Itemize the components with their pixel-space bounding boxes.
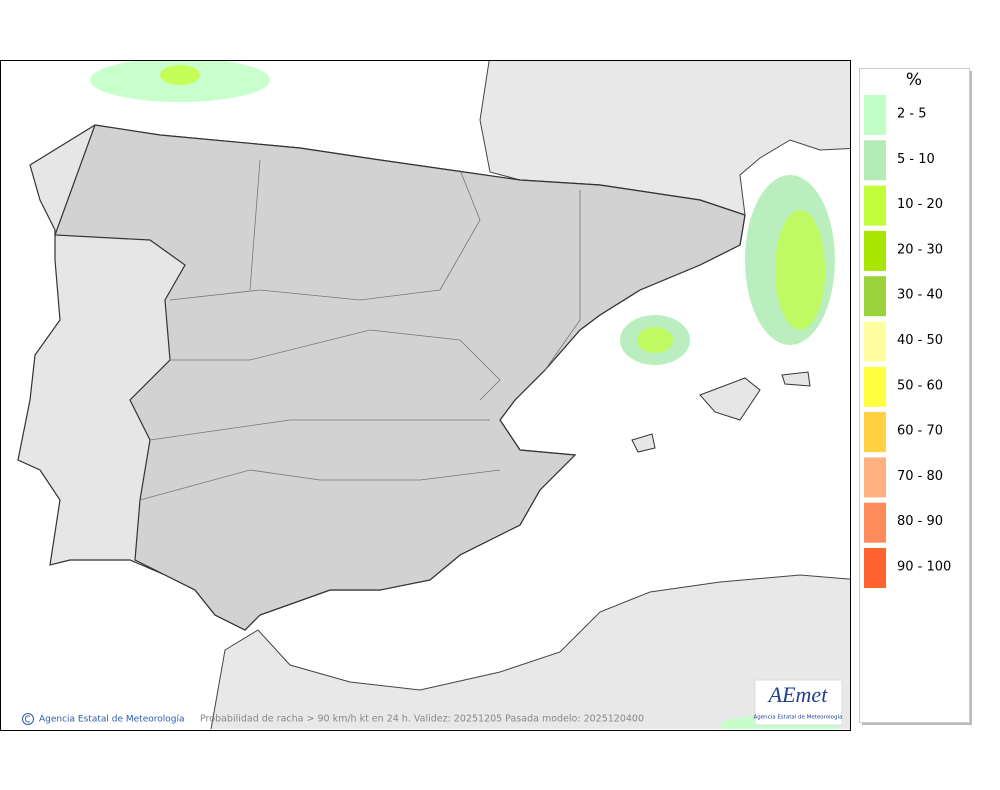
- legend-swatch: [864, 140, 886, 181]
- legend-swatch: [864, 502, 886, 543]
- region-borders: [139, 159, 581, 501]
- logo-brand: AEmet: [767, 682, 829, 707]
- legend-swatch: [864, 548, 886, 588]
- legend-label: 80 - 90: [897, 514, 943, 529]
- africa: [210, 574, 850, 729]
- legend-swatch: [864, 95, 886, 135]
- credit-icon: [22, 713, 34, 725]
- legend-swatch: [864, 412, 886, 453]
- logo-box: [754, 679, 843, 726]
- legend-label: 2 - 5: [897, 107, 927, 122]
- menorca: [781, 371, 811, 387]
- probability-areas: [90, 61, 840, 729]
- ibiza: [631, 433, 656, 453]
- caption: Probabilidad de racha > 90 km/h kt en 24…: [200, 714, 644, 725]
- legend-swatch: [864, 366, 886, 407]
- legend-label: 60 - 70: [897, 424, 943, 439]
- legend-swatch: [864, 276, 886, 317]
- legend-label: 40 - 50: [897, 333, 943, 348]
- spain: [54, 124, 746, 631]
- legend-title: %: [906, 70, 922, 90]
- france: [479, 61, 850, 216]
- legend-label: 30 - 40: [897, 288, 943, 303]
- legend-label: 5 - 10: [897, 152, 935, 167]
- legend-label: 50 - 60: [897, 378, 943, 393]
- legend-label: 70 - 80: [897, 469, 943, 484]
- legend-label: 10 - 20: [897, 197, 943, 212]
- credit: Agencia Estatal de Meteorología: [39, 715, 185, 725]
- map-frame: [0, 60, 851, 731]
- legend-swatch: [864, 457, 886, 498]
- legend-label: 20 - 30: [897, 242, 943, 257]
- legend-items: 2 - 5 5 - 10 10 - 20 20 - 30 30 - 40 40 - 50 5…: [864, 95, 951, 588]
- mallorca: [699, 377, 761, 421]
- legend-swatch: [864, 230, 886, 271]
- logo-name: Agencia Estatal de Meteorología: [754, 714, 843, 721]
- legend-label: 90 - 100: [897, 560, 951, 575]
- legend-swatch: [864, 185, 886, 226]
- legend-swatch: [864, 321, 886, 362]
- map-layer: [1, 61, 850, 729]
